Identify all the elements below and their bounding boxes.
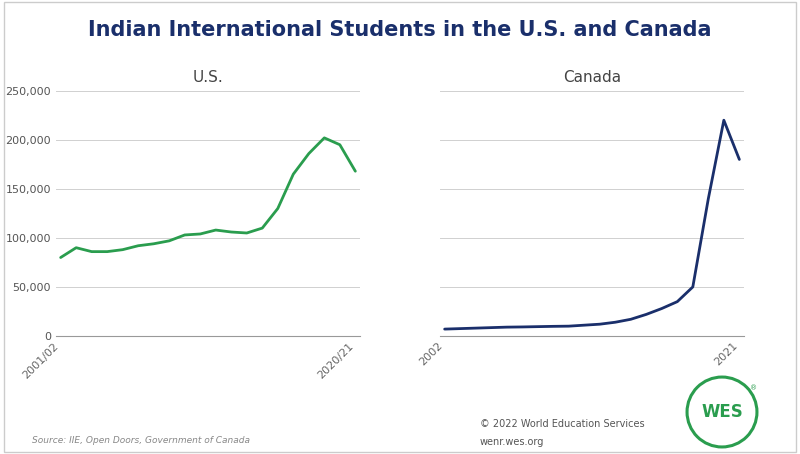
Text: wenr.wes.org: wenr.wes.org: [480, 437, 544, 447]
Text: Source: IIE, Open Doors, Government of Canada: Source: IIE, Open Doors, Government of C…: [32, 436, 250, 445]
Text: © 2022 World Education Services: © 2022 World Education Services: [480, 419, 645, 429]
Text: ®: ®: [750, 385, 758, 391]
Title: U.S.: U.S.: [193, 70, 223, 85]
Text: Indian International Students in the U.S. and Canada: Indian International Students in the U.S…: [88, 20, 712, 40]
Title: Canada: Canada: [563, 70, 621, 85]
Text: WES: WES: [701, 403, 743, 421]
